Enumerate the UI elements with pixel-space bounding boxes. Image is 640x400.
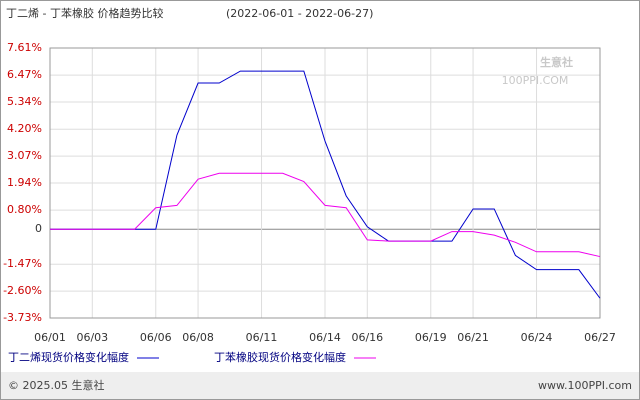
x-tick-label: 06/11 — [246, 331, 278, 344]
x-tick-label: 06/08 — [182, 331, 214, 344]
y-tick-label: 0.80% — [7, 203, 42, 216]
y-tick-label: 4.20% — [7, 122, 42, 135]
footer-left: © 2025.05 生意社 — [8, 378, 104, 392]
y-tick-label: 6.47% — [7, 68, 42, 81]
x-tick-label: 06/14 — [309, 331, 341, 344]
watermark-sub: 100PPI.COM — [502, 74, 569, 87]
y-tick-label: 3.07% — [7, 149, 42, 162]
y-tick-label: -1.47% — [3, 257, 42, 270]
x-tick-label: 06/06 — [140, 331, 172, 344]
x-tick-label: 06/01 — [34, 331, 66, 344]
watermark: 生意社 — [540, 55, 573, 69]
legend-label: 丁二烯现货价格变化幅度 — [8, 350, 129, 364]
legend-label: 丁苯橡胶现货价格变化幅度 — [214, 350, 346, 364]
footer-right: www.100PPI.com — [538, 379, 632, 392]
y-tick-label: 1.94% — [7, 176, 42, 189]
y-tick-label: 5.34% — [7, 95, 42, 108]
x-tick-label: 06/19 — [415, 331, 447, 344]
x-tick-label: 06/16 — [351, 331, 383, 344]
plot-border — [49, 47, 601, 319]
chart-subtitle: (2022-06-01 - 2022-06-27) — [226, 7, 373, 20]
y-tick-label: -3.73% — [3, 311, 42, 324]
y-tick-label: -2.60% — [3, 284, 42, 297]
y-tick-label: 7.61% — [7, 41, 42, 54]
series-line — [50, 172, 601, 258]
y-tick-label: 0 — [35, 222, 42, 235]
x-tick-label: 06/03 — [76, 331, 108, 344]
chart-title: 丁二烯 - 丁苯橡胶 价格趋势比较 — [6, 6, 163, 20]
x-tick-label: 06/24 — [521, 331, 553, 344]
footer-band — [1, 372, 639, 399]
x-tick-label: 06/21 — [457, 331, 489, 344]
x-tick-label: 06/27 — [584, 331, 616, 344]
